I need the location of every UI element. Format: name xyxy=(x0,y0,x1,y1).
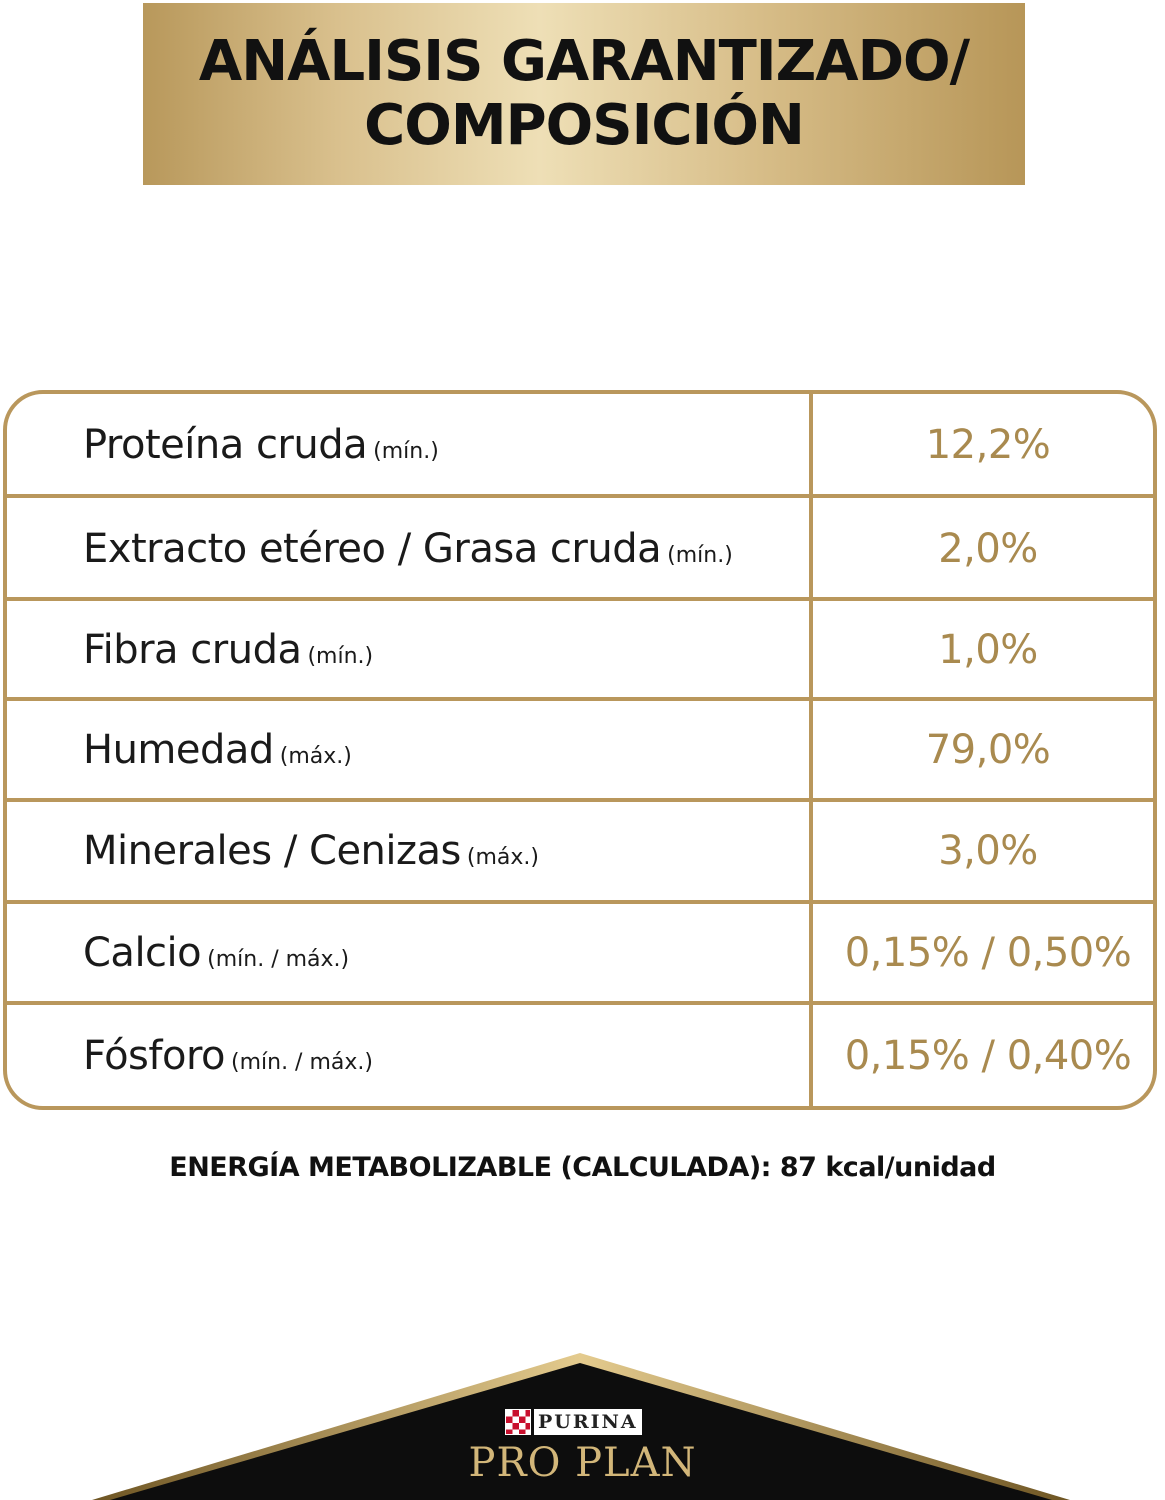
purina-logo: PURINA xyxy=(505,1408,642,1436)
nutrient-qualifier: (mín. / máx.) xyxy=(231,1049,373,1075)
title-banner: ANÁLISIS GARANTIZADO/ COMPOSICIÓN xyxy=(143,3,1025,185)
table-row: Extracto etéreo / Grasa cruda (mín.) 2,0% xyxy=(7,498,1153,599)
nutrient-name: Calcio xyxy=(83,930,202,976)
row-label: Fibra cruda (mín.) xyxy=(83,627,373,673)
row-label: Humedad (máx.) xyxy=(83,727,352,773)
nutrient-name: Minerales / Cenizas xyxy=(83,828,461,874)
row-label: Extracto etéreo / Grasa cruda (mín.) xyxy=(83,526,733,572)
table-row: Fósforo (mín. / máx.) 0,15% / 0,40% xyxy=(7,1005,1153,1106)
row-label: Fósforo (mín. / máx.) xyxy=(83,1033,373,1079)
nutrient-name: Fibra cruda xyxy=(83,627,302,673)
table-row: Minerales / Cenizas (máx.) 3,0% xyxy=(7,802,1153,900)
nutrient-qualifier: (mín.) xyxy=(667,542,733,568)
nutrient-value: 3,0% xyxy=(938,828,1038,874)
purina-checkerboard-icon xyxy=(505,1409,531,1435)
row-divider xyxy=(7,900,1153,904)
table-row: Proteína cruda (mín.) 12,2% xyxy=(7,394,1153,496)
nutrient-qualifier: (mín. / máx.) xyxy=(207,947,350,972)
nutrient-name: Humedad xyxy=(83,727,274,773)
page-title-line-2: COMPOSICIÓN xyxy=(364,93,805,158)
nutrient-qualifier: (máx.) xyxy=(466,845,539,870)
nutrient-qualifier: (mín.) xyxy=(307,644,374,669)
proplan-wordmark: PRO PLAN xyxy=(468,1440,697,1486)
nutrient-name: Fósforo xyxy=(83,1032,226,1079)
analysis-table: Proteína cruda (mín.) 12,2% Extracto etér… xyxy=(3,390,1157,1110)
metabolizable-energy: ENERGÍA METABOLIZABLE (CALCULADA): 87 kc… xyxy=(169,1152,996,1183)
table-row: Calcio (mín. / máx.) 0,15% / 0,50% xyxy=(7,904,1153,1002)
table-row: Fibra cruda (mín.) 1,0% xyxy=(7,601,1153,699)
nutrient-value: 2,0% xyxy=(938,525,1038,572)
row-divider xyxy=(7,1001,1153,1005)
purina-wordmark: PURINA xyxy=(534,1409,642,1435)
row-divider xyxy=(7,697,1153,701)
nutrient-value: 0,15% / 0,50% xyxy=(844,930,1132,976)
nutrient-value: 0,15% / 0,40% xyxy=(844,1032,1132,1079)
nutrient-value: 1,0% xyxy=(938,627,1038,673)
nutrient-value: 12,2% xyxy=(925,422,1051,468)
table-row: Humedad (máx.) 79,0% xyxy=(7,701,1153,799)
row-label: Calcio (mín. / máx.) xyxy=(83,930,349,976)
row-divider xyxy=(7,798,1153,802)
nutrient-qualifier: (mín.) xyxy=(373,439,439,464)
nutrient-qualifier: (máx.) xyxy=(279,744,352,769)
page-title-line-1: ANÁLISIS GARANTIZADO/ xyxy=(198,29,970,94)
row-label: Minerales / Cenizas (máx.) xyxy=(83,828,539,874)
row-label: Proteína cruda (mín.) xyxy=(83,422,439,468)
nutrient-value: 79,0% xyxy=(925,727,1051,773)
row-divider xyxy=(7,494,1153,498)
row-divider xyxy=(7,597,1153,601)
column-divider xyxy=(809,394,813,1106)
nutrient-name: Extracto etéreo / Grasa cruda xyxy=(83,525,662,572)
nutrient-name: Proteína cruda xyxy=(83,422,368,468)
